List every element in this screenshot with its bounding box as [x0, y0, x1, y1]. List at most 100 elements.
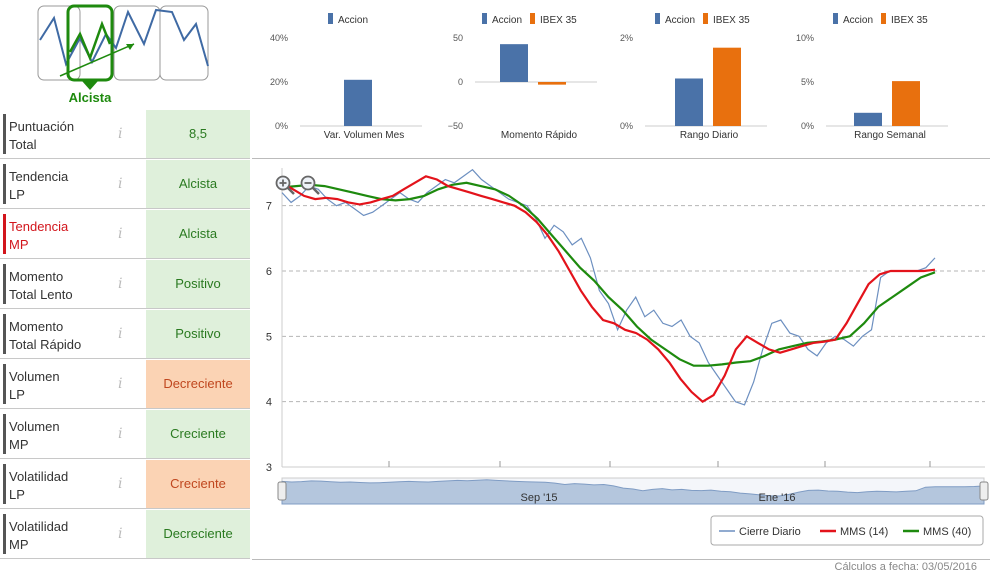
indicator-label-line1: Volumen	[9, 419, 60, 434]
indicator-marker	[3, 114, 6, 154]
info-icon[interactable]: i	[118, 476, 123, 492]
bar	[713, 47, 741, 126]
navigator-label: Sep '15	[521, 492, 558, 504]
indicator-label-line1: Momento	[9, 269, 64, 284]
indicator-label-line1: Tendencia	[9, 219, 69, 234]
y-tick-label: 7	[266, 201, 272, 213]
indicator-label: Puntuación Total	[9, 118, 119, 154]
indicator-marker	[3, 414, 6, 454]
bar	[854, 112, 882, 126]
indicator-label-line2: LP	[9, 387, 25, 402]
y-tick-label: 40%	[270, 33, 288, 43]
y-tick-label: 4	[266, 397, 272, 409]
indicator-value: Decreciente	[146, 510, 250, 558]
y-tick-label: 0%	[801, 121, 814, 131]
bar	[344, 79, 372, 126]
indicator-row: Momento Total Rápido i Positivo	[0, 310, 250, 359]
info-icon[interactable]: i	[118, 526, 123, 542]
y-tick-label: 3	[266, 462, 272, 474]
indicator-row: Tendencia LP i Alcista	[0, 160, 250, 209]
info-icon[interactable]: i	[118, 126, 123, 142]
signal-label: Alcista	[69, 90, 112, 105]
legend-label: Accion	[665, 15, 695, 26]
indicator-value: Creciente	[146, 460, 250, 508]
legend-label: MMS (40)	[923, 526, 971, 538]
info-icon[interactable]: i	[118, 326, 123, 342]
indicator-label-line2: LP	[9, 187, 25, 202]
indicator-row: Volumen MP i Creciente	[0, 410, 250, 459]
legend-label: Accion	[843, 15, 873, 26]
trend-arrow-head-icon	[126, 44, 134, 50]
y-tick-label: 6	[266, 266, 272, 278]
info-icon[interactable]: i	[118, 276, 123, 292]
indicator-label: Volumen MP	[9, 418, 119, 454]
indicator-row: Volatilidad MP i Decreciente	[0, 510, 250, 559]
legend-swatch	[655, 13, 660, 24]
mini-chart: Accion IBEX 35 50 0 −50 Momento Rápido	[448, 13, 597, 141]
mini-chart: Accion IBEX 35 2% 0% Rango Diario	[620, 13, 767, 141]
indicator-value: Alcista	[146, 210, 250, 258]
bar	[500, 44, 528, 82]
indicator-label-line2: MP	[9, 537, 29, 552]
indicator-label: Volatilidad MP	[9, 518, 119, 554]
indicator-label: Tendencia LP	[9, 168, 119, 204]
indicator-value: 8,5	[146, 110, 250, 158]
info-icon[interactable]: i	[118, 376, 123, 392]
indicator-marker	[3, 514, 6, 554]
zoom-out-icon[interactable]	[299, 174, 321, 196]
indicator-row: Volatilidad LP i Creciente	[0, 460, 250, 509]
legend-swatch	[833, 13, 838, 24]
zoom-in-icon[interactable]	[274, 174, 296, 196]
legend-swatch	[482, 13, 487, 24]
indicator-value: Alcista	[146, 160, 250, 208]
indicator-label-line2: LP	[9, 487, 25, 502]
legend-label: IBEX 35	[713, 15, 750, 26]
indicator-label-line2: Total Rápido	[9, 337, 82, 352]
legend-swatch	[881, 13, 886, 24]
y-tick-label: 2%	[620, 33, 633, 43]
indicator-value: Decreciente	[146, 360, 250, 408]
mini-charts-panel: Accion 40% 20% 0% Var. Volumen Mes Accion IBEX…	[270, 13, 948, 141]
info-icon[interactable]: i	[118, 226, 123, 242]
legend-swatch	[703, 13, 708, 24]
indicator-label-line2: Total Lento	[9, 287, 73, 302]
indicator-label-line1: Tendencia	[9, 169, 69, 184]
info-icon[interactable]: i	[118, 426, 123, 442]
legend-label: Accion	[338, 15, 368, 26]
indicator-row: Volumen LP i Decreciente	[0, 360, 250, 409]
indicator-value: Creciente	[146, 410, 250, 458]
y-tick-label: 50	[453, 33, 463, 43]
bar	[892, 81, 920, 126]
info-icon[interactable]: i	[118, 176, 123, 192]
y-tick-label: 0	[458, 77, 463, 87]
y-tick-label: 10%	[796, 33, 814, 43]
indicator-marker	[3, 464, 6, 504]
navigator-label: Ene '16	[759, 492, 796, 504]
series-cierre-diario	[281, 168, 936, 406]
legend-box	[710, 515, 984, 546]
y-tick-label: 0%	[275, 121, 288, 131]
indicator-marker	[3, 364, 6, 404]
mini-chart: Accion 40% 20% 0% Var. Volumen Mes	[270, 13, 422, 141]
indicator-value: Positivo	[146, 260, 250, 308]
legend-label: IBEX 35	[540, 15, 577, 26]
bar	[675, 78, 703, 126]
mini-chart-title: Rango Semanal	[854, 130, 926, 141]
mini-chart-title: Momento Rápido	[501, 130, 578, 141]
legend-label: Accion	[492, 15, 522, 26]
indicator-label: Tendencia MP	[9, 218, 119, 254]
indicator-label-line1: Volumen	[9, 369, 60, 384]
indicator-marker	[3, 214, 6, 254]
signal-thumbnails: Alcista	[37, 4, 209, 105]
thumbnail-selected-frame[interactable]	[66, 4, 114, 82]
navigator-handle-right[interactable]	[979, 481, 989, 501]
indicator-value: Positivo	[146, 310, 250, 358]
navigator-handle-left[interactable]	[277, 481, 287, 501]
mini-chart: Accion IBEX 35 10% 5% 0% Rango Semanal	[796, 13, 948, 141]
legend-swatch	[530, 13, 535, 24]
navigator-series	[281, 479, 985, 505]
y-tick-label: 20%	[270, 77, 288, 87]
indicator-label-line2: Total	[9, 137, 37, 152]
series-mms-14	[281, 175, 936, 404]
